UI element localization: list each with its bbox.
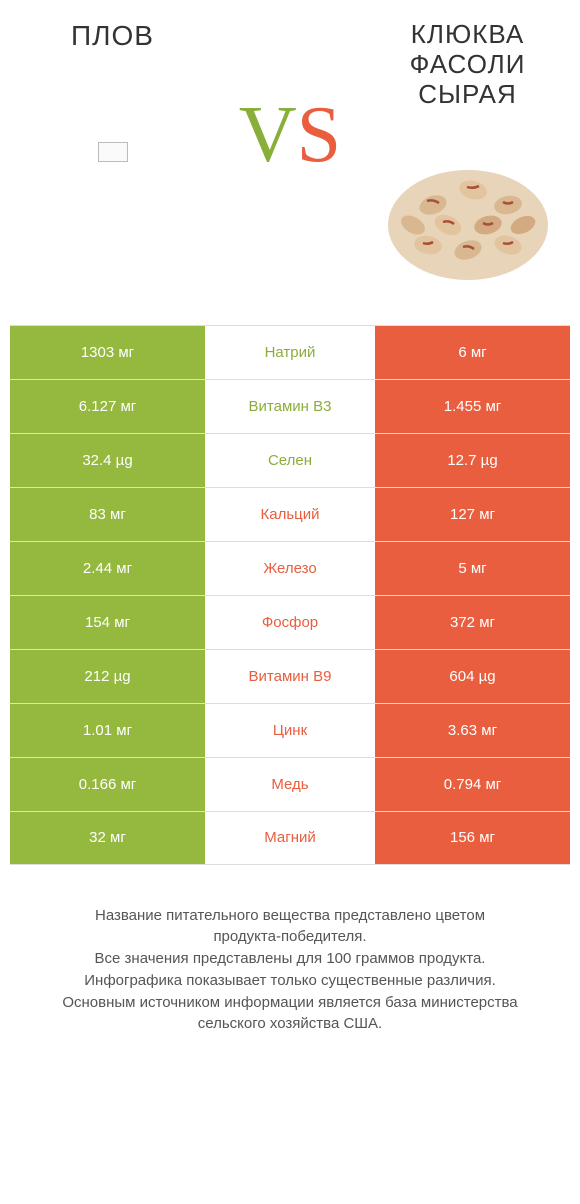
right-value: 156 мг [375,812,570,864]
comparison-table: 1303 мгНатрий6 мг6.127 мгВитамин B31.455… [10,325,570,865]
nutrient-name: Магний [205,812,375,864]
left-value: 32.4 µg [10,434,205,487]
right-value: 3.63 мг [375,704,570,757]
table-row: 1303 мгНатрий6 мг [10,325,570,379]
nutrient-name: Медь [205,758,375,811]
right-value: 12.7 µg [375,434,570,487]
table-row: 83 мгКальций127 мг [10,487,570,541]
left-value: 154 мг [10,596,205,649]
table-row: 2.44 мгЖелезо5 мг [10,541,570,595]
left-value: 0.166 мг [10,758,205,811]
right-image-slot [365,125,570,295]
left-image-slot [10,67,215,237]
right-product-title: КЛЮКВА ФАСОЛИ СЫРАЯ [365,20,570,110]
vs-label: VS [215,90,365,181]
left-image-placeholder [98,142,128,162]
nutrient-name: Витамин B9 [205,650,375,703]
nutrient-name: Селен [205,434,375,487]
table-row: 32.4 µgСелен12.7 µg [10,433,570,487]
comparison-header: ПЛОВ VS КЛЮКВА ФАСОЛИ СЫРАЯ [0,0,580,305]
right-value: 127 мг [375,488,570,541]
left-value: 83 мг [10,488,205,541]
right-value: 0.794 мг [375,758,570,811]
nutrient-name: Натрий [205,326,375,379]
right-value: 5 мг [375,542,570,595]
nutrient-name: Витамин B3 [205,380,375,433]
left-product-column: ПЛОВ [10,20,215,237]
left-product-title: ПЛОВ [10,20,215,52]
table-row: 212 µgВитамин B9604 µg [10,649,570,703]
table-row: 6.127 мгВитамин B31.455 мг [10,379,570,433]
left-value: 6.127 мг [10,380,205,433]
right-value: 604 µg [375,650,570,703]
right-value: 6 мг [375,326,570,379]
left-value: 212 µg [10,650,205,703]
nutrient-name: Железо [205,542,375,595]
right-product-column: КЛЮКВА ФАСОЛИ СЫРАЯ [365,20,570,295]
table-row: 0.166 мгМедь0.794 мг [10,757,570,811]
footer-note: Название питательного вещества представл… [20,905,560,1036]
left-value: 2.44 мг [10,542,205,595]
beans-icon [383,125,553,295]
nutrient-name: Цинк [205,704,375,757]
vs-letter-s: S [297,90,342,181]
nutrient-name: Фосфор [205,596,375,649]
right-value: 372 мг [375,596,570,649]
table-row: 32 мгМагний156 мг [10,811,570,865]
left-value: 32 мг [10,812,205,864]
nutrient-name: Кальций [205,488,375,541]
left-value: 1.01 мг [10,704,205,757]
table-row: 1.01 мгЦинк3.63 мг [10,703,570,757]
vs-letter-v: V [239,90,297,181]
left-value: 1303 мг [10,326,205,379]
right-value: 1.455 мг [375,380,570,433]
table-row: 154 мгФосфор372 мг [10,595,570,649]
